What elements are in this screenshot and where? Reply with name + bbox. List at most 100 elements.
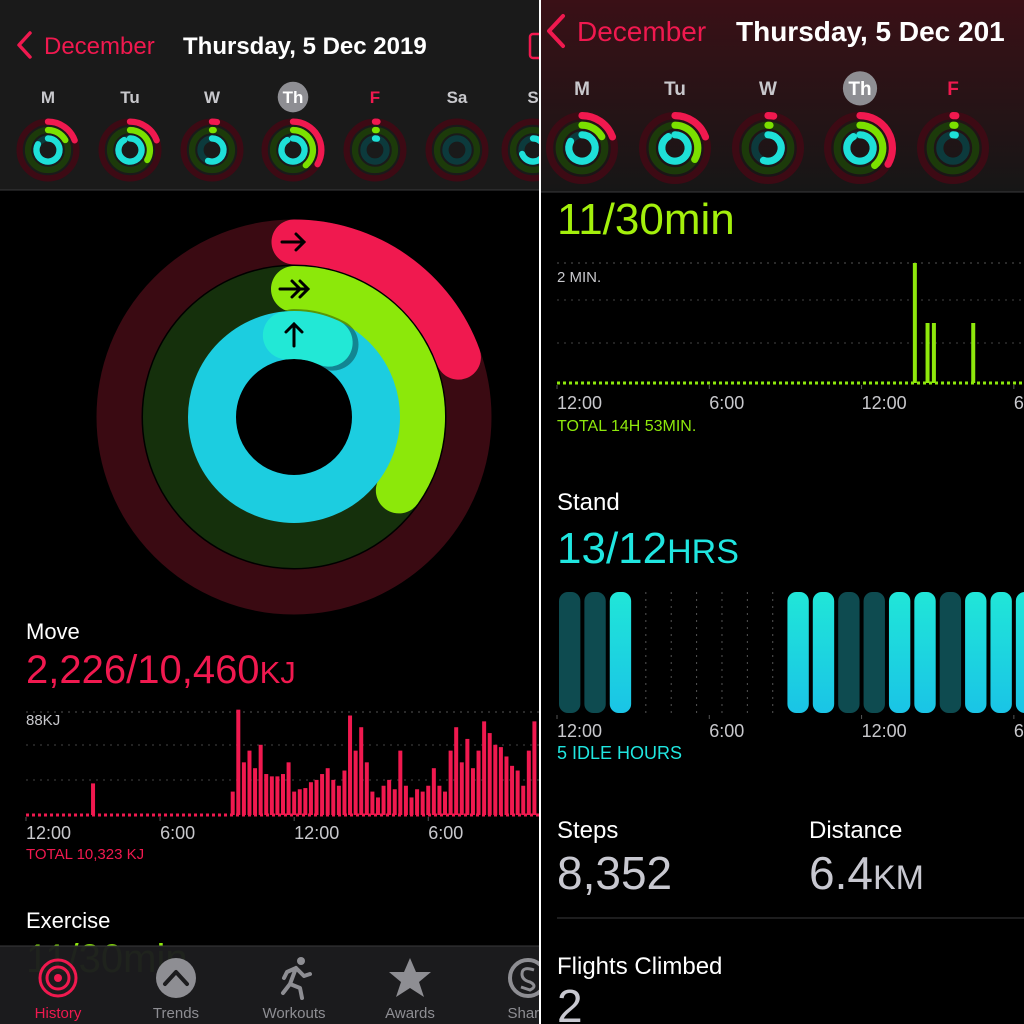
stand-bar bbox=[914, 592, 936, 713]
exercise-ring bbox=[271, 266, 445, 514]
tab-label[interactable]: Awards bbox=[385, 1005, 435, 1022]
ring-arc bbox=[578, 121, 606, 141]
selected-day bbox=[842, 71, 878, 106]
stand-ring-overlap bbox=[262, 311, 353, 367]
move-bar bbox=[482, 721, 487, 815]
weekday-label: S bbox=[527, 88, 538, 107]
move-arrow bbox=[280, 232, 307, 252]
move-bar bbox=[454, 727, 459, 815]
activity-rings bbox=[96, 219, 492, 615]
move-bar bbox=[493, 744, 498, 815]
move-bar bbox=[448, 750, 453, 815]
back-button[interactable]: December bbox=[44, 33, 155, 60]
distance-value: 6.4KM bbox=[809, 847, 924, 899]
stand-bar bbox=[965, 592, 987, 713]
y-tick-label: 88KJ bbox=[26, 712, 60, 729]
move-bar bbox=[415, 789, 420, 815]
move-bar bbox=[336, 785, 341, 815]
ring-arc bbox=[289, 126, 317, 169]
calendar-icon[interactable] bbox=[528, 32, 544, 60]
day-rings bbox=[916, 111, 989, 185]
tab-workouts-icon[interactable] bbox=[281, 957, 312, 1000]
move-bar bbox=[387, 779, 392, 815]
move-bar bbox=[236, 709, 241, 815]
ring-track bbox=[509, 126, 540, 174]
day-rings bbox=[731, 111, 804, 185]
weekday-label: Tu bbox=[664, 79, 686, 100]
stand-bar bbox=[838, 592, 860, 713]
day-rings bbox=[180, 118, 244, 182]
ring-arc bbox=[33, 135, 63, 165]
ring-arc bbox=[289, 118, 325, 168]
tab-trends-icon[interactable] bbox=[156, 958, 196, 998]
tab-label[interactable]: Workouts bbox=[262, 1005, 325, 1022]
day-rings bbox=[261, 118, 325, 182]
move-bar bbox=[487, 733, 492, 815]
tab-label[interactable]: History bbox=[35, 1005, 82, 1022]
move-number: 2,226/10,460 bbox=[26, 648, 260, 692]
ring-arc bbox=[843, 131, 877, 165]
move-bar bbox=[504, 756, 509, 815]
move-bar bbox=[409, 797, 414, 815]
move-bar bbox=[264, 774, 269, 815]
ring-track bbox=[433, 126, 481, 174]
right-screen: December Thursday, 5 Dec 201 M Tu W Th F 11/… bbox=[540, 0, 1024, 1024]
move-bar bbox=[532, 721, 537, 815]
day-rings bbox=[16, 118, 80, 182]
ring-arc bbox=[44, 126, 69, 144]
move-total: TOTAL 10,323 KJ bbox=[26, 846, 144, 863]
stand-bar bbox=[863, 592, 885, 713]
flights-label: Flights Climbed bbox=[557, 953, 722, 980]
move-bar bbox=[281, 774, 285, 815]
distance-unit: KM bbox=[873, 859, 924, 897]
x-tick-label: 6:00 bbox=[160, 823, 195, 843]
tab-awards-icon[interactable] bbox=[389, 958, 431, 997]
move-bar bbox=[314, 779, 319, 815]
stand-arrow bbox=[284, 321, 304, 348]
x-tick-label: 12:00 bbox=[294, 823, 339, 843]
move-bar bbox=[297, 789, 302, 815]
x-tick-label: 12:00 bbox=[557, 393, 602, 413]
move-bar bbox=[303, 788, 308, 815]
move-bar bbox=[470, 768, 475, 815]
stand-bar bbox=[1015, 592, 1024, 713]
day-rings bbox=[425, 118, 489, 182]
tab-label[interactable]: Trends bbox=[153, 1005, 199, 1022]
exercise-arrow bbox=[278, 279, 311, 299]
move-bar bbox=[431, 768, 436, 815]
move-bar bbox=[286, 762, 291, 815]
weekday-label: W bbox=[204, 88, 221, 107]
stand-idle: 5 IDLE HOURS bbox=[557, 743, 682, 763]
x-tick-label: 6:00 bbox=[709, 393, 744, 413]
x-tick-label: 6 bbox=[1014, 721, 1024, 741]
tab-label[interactable]: Shari bbox=[507, 1005, 542, 1022]
move-bar bbox=[381, 785, 386, 815]
stand-bar bbox=[939, 592, 962, 713]
ring-arc bbox=[44, 118, 78, 144]
ring-arc bbox=[126, 118, 160, 144]
ring-arc bbox=[671, 112, 710, 141]
x-tick-label: 6 bbox=[1014, 393, 1024, 413]
exercise-bar bbox=[931, 323, 936, 383]
weekday-label: Tu bbox=[120, 88, 140, 107]
week-strip: M Tu W Th F Sa S bbox=[16, 81, 540, 182]
ring-arc bbox=[856, 112, 896, 168]
exercise-bar bbox=[925, 323, 930, 383]
back-chevron[interactable] bbox=[547, 14, 565, 48]
back-chevron[interactable] bbox=[17, 31, 32, 59]
tab-history-icon[interactable] bbox=[38, 958, 78, 998]
back-button[interactable]: December bbox=[577, 16, 706, 47]
distance-label: Distance bbox=[809, 817, 902, 844]
day-rings bbox=[98, 118, 162, 182]
x-tick-label: 6:00 bbox=[428, 823, 463, 843]
move-bar bbox=[342, 770, 347, 815]
move-bar bbox=[521, 785, 526, 815]
x-tick-label: 12:00 bbox=[26, 823, 71, 843]
weekday-label: Th bbox=[283, 88, 304, 107]
move-bar bbox=[370, 791, 375, 815]
tab-sharing-icon[interactable] bbox=[508, 958, 546, 998]
stand-bar bbox=[787, 592, 809, 713]
ring-arc bbox=[658, 131, 692, 165]
move-bar bbox=[308, 782, 313, 815]
